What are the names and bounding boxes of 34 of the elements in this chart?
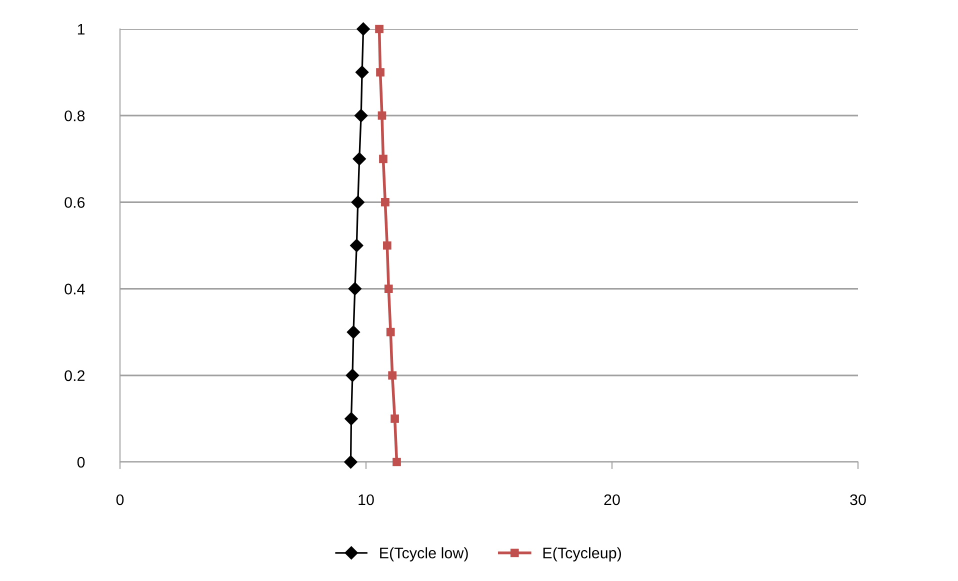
y-tick-label: 0	[77, 456, 85, 468]
x-tick-label: 10	[358, 494, 374, 506]
x-tick-label: 0	[116, 494, 124, 506]
point	[355, 66, 369, 79]
point	[378, 111, 386, 120]
point	[392, 458, 401, 466]
point	[379, 154, 388, 164]
point	[344, 455, 358, 469]
point	[356, 22, 370, 36]
point	[351, 196, 364, 209]
legend-label: E(Tcycleup)	[543, 547, 621, 562]
point	[344, 412, 358, 426]
y-tick-label: 0.2	[64, 370, 85, 382]
point	[382, 241, 392, 250]
point	[354, 109, 368, 122]
point	[376, 68, 384, 76]
point	[348, 282, 362, 296]
point	[346, 368, 360, 382]
y-tick-label: 0.4	[64, 284, 85, 294]
point	[386, 328, 395, 336]
point	[384, 284, 393, 293]
legend-label: E(Tcycle low)	[380, 547, 468, 562]
x-tick-label: 20	[604, 494, 620, 506]
point	[350, 238, 364, 252]
point	[390, 414, 399, 423]
point	[346, 326, 360, 339]
point	[381, 198, 390, 206]
point	[352, 152, 366, 166]
y-tick-label: 0.6	[64, 197, 85, 208]
point	[375, 24, 384, 34]
x-tick-label: 30	[850, 494, 866, 506]
y-tick-label: 1	[78, 24, 85, 35]
y-tick-label: 0.8	[64, 110, 85, 122]
point	[388, 371, 396, 380]
